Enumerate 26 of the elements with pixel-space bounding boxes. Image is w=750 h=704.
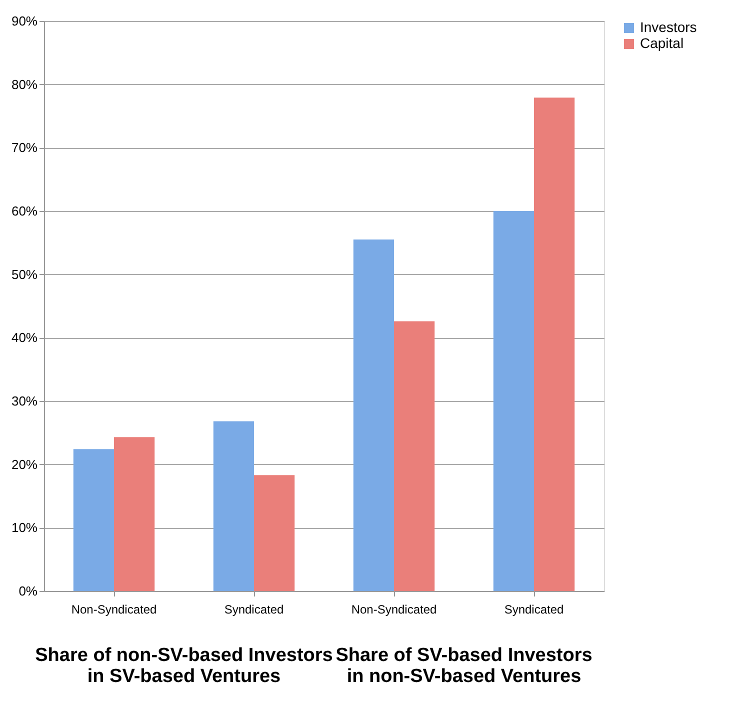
y-tick-label: 10% [11,520,38,536]
legend-label: Capital [640,35,684,51]
bar [493,211,534,591]
y-tick-label: 50% [11,266,38,282]
x-tick-label: Syndicated [504,602,564,616]
bar [213,421,254,591]
y-tick-label: 0% [18,584,38,598]
y-tick-label: 80% [11,76,38,92]
bar [394,321,435,591]
y-tick-label: 90% [11,14,38,28]
x-tick-label: Non-Syndicated [351,602,437,616]
y-tick-label: 30% [11,394,38,408]
y-tick-label: 20% [11,456,38,472]
text: Share of non-SV-based Investors in SV-based Ventures [35,645,333,687]
y-tick-label: 60% [11,204,38,218]
bar [534,98,575,591]
bar [254,475,295,591]
x-tick-label: Non-Syndicated [71,602,157,616]
x-tick-label: Syndicated [224,602,284,616]
bar [114,437,155,591]
legend-label: Investors [640,19,697,35]
y-tick-label: 70% [11,140,38,156]
bar [73,449,114,591]
y-tick-label: 40% [11,330,38,346]
text: Share of SV-based Investors in non-SV-based Ventures [336,645,592,687]
bar [353,240,394,591]
